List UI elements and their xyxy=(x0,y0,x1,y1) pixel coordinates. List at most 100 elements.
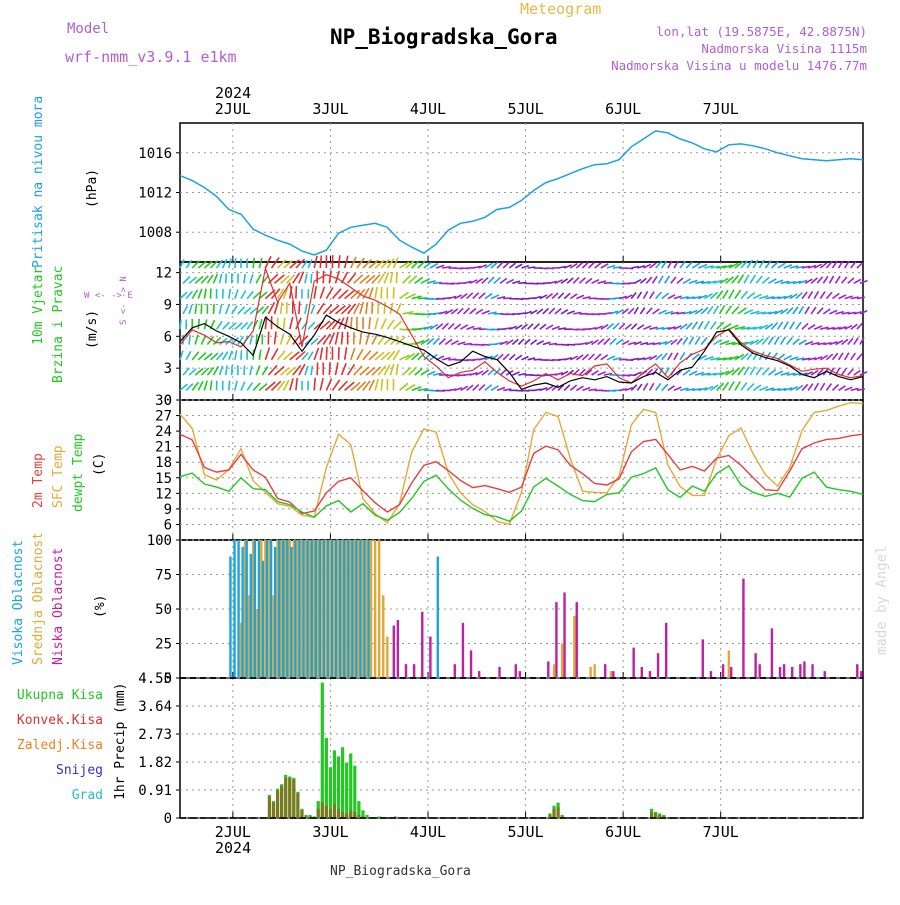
y-tick-label: 12 xyxy=(155,486,172,502)
pressure-unit: (hPa) xyxy=(85,169,100,208)
cloud-mid-bar xyxy=(593,664,595,678)
wind-ylabel-1: 10m Vjetar xyxy=(31,267,46,345)
cloud-low-bar xyxy=(632,648,634,678)
cloud-low-bar xyxy=(397,620,399,678)
pressure-ylabel: Pritisak na nivou mora xyxy=(31,96,46,268)
y-tick-label: 21 xyxy=(155,440,172,456)
precip-conv-bar xyxy=(292,780,295,818)
cloud-low-bar xyxy=(771,628,773,678)
wind-arrow xyxy=(342,332,343,345)
y-tick-label: 100 xyxy=(147,533,172,549)
precip-conv-bar xyxy=(333,804,336,818)
cloud-low-bar xyxy=(742,579,744,678)
precip-conv-bar xyxy=(341,812,344,818)
precip-conv-bar xyxy=(268,796,271,818)
temp-dewpt-label: dewpt Temp xyxy=(71,434,86,512)
lonlat-label: lon,lat (19.5875E, 42.8875N) xyxy=(656,24,867,39)
cloud-mid-bar xyxy=(386,637,388,678)
precip-total-bar xyxy=(349,753,352,818)
cloud-low-bar xyxy=(702,639,704,678)
cloud-high-bar xyxy=(286,540,288,678)
wind-arrow xyxy=(244,366,245,375)
y-tick-label: 15 xyxy=(155,471,172,487)
cloud-low-bar xyxy=(405,664,407,678)
cloud-high-bar xyxy=(359,540,361,678)
cloud-high-bar xyxy=(347,540,349,678)
wind-arrow xyxy=(384,302,385,314)
wind-arrow xyxy=(320,255,321,268)
legend-hail: Grad xyxy=(72,788,103,803)
cloud-high-bar xyxy=(282,540,284,678)
cloud-low-bar xyxy=(641,667,643,678)
y-tick-label: 30 xyxy=(155,393,172,409)
y-tick-label: 25 xyxy=(155,637,172,653)
y-tick-label: 4.55 xyxy=(138,671,172,687)
cloud-low-bar xyxy=(604,664,606,678)
precip-total-bar xyxy=(321,683,324,818)
cloud-high-bar xyxy=(262,561,264,678)
cloud-high-bar xyxy=(327,540,329,678)
cloud-high-bar xyxy=(237,540,239,678)
wind-arrow xyxy=(284,318,285,330)
cloud-low-bar xyxy=(649,671,651,678)
cloud-high-bar xyxy=(351,540,353,678)
cloud-high-bar xyxy=(343,540,345,678)
cloud-high-bar xyxy=(319,540,321,678)
temp-2m-label: 2m Temp xyxy=(31,453,46,508)
cloud-low-bar xyxy=(563,592,565,678)
precip-conv-bar xyxy=(284,778,287,818)
precip-conv-bar xyxy=(280,786,283,818)
cloud-low-bar xyxy=(803,661,805,678)
legend-frz: Zaledj.Kisa xyxy=(17,738,103,753)
cloud-high-bar xyxy=(233,540,235,678)
cloud-high-bar xyxy=(246,540,248,678)
y-tick-label: 1016 xyxy=(138,146,172,162)
cloud-low-bar xyxy=(470,650,472,678)
precip-conv-bar xyxy=(552,809,555,818)
top-day-label: 2JUL xyxy=(215,100,251,118)
cloud-high-bar xyxy=(274,547,276,678)
model-elevation-label: Nadmorska Visina u modelu 1476.77m xyxy=(611,58,867,73)
precip-conv-bar xyxy=(296,793,299,818)
cloud-low-bar xyxy=(811,664,813,678)
temp-sfc-label: SFC Temp xyxy=(51,445,66,508)
cloud-low-bar xyxy=(824,671,826,678)
bottom-year-label: 2024 xyxy=(215,839,251,857)
bottom-day-label: 4JUL xyxy=(410,823,446,841)
cloud-low-bar xyxy=(856,664,858,678)
cloud-low-bar xyxy=(730,667,732,678)
wind-arrow xyxy=(393,287,394,298)
cloud-high-bar xyxy=(241,547,243,678)
wind-arrow xyxy=(213,304,214,314)
precip-total-bar xyxy=(341,747,344,818)
y-tick-label: 3 xyxy=(164,361,172,377)
temp-unit: (C) xyxy=(92,453,107,476)
wind-arrow xyxy=(180,320,181,330)
legend-conv: Konvek.Kisa xyxy=(17,713,103,728)
wind-arrow xyxy=(396,272,397,283)
cloud-high-bar xyxy=(355,540,357,678)
precip-conv-bar xyxy=(321,803,324,818)
precip-conv-bar xyxy=(288,778,291,818)
cloud-high-label: Visoka Oblacnost xyxy=(11,540,26,665)
cloud-high-bar xyxy=(315,540,317,678)
cloud-high-bar xyxy=(266,540,268,678)
cloud-mid-bar xyxy=(589,667,591,678)
cloud-low-bar xyxy=(791,667,793,678)
cloud-high-bar xyxy=(339,540,341,678)
y-tick-label: 0.91 xyxy=(138,783,172,799)
cloud-low-bar xyxy=(429,637,431,678)
cloud-high-bar xyxy=(311,540,313,678)
cloud-high-bar xyxy=(229,557,231,678)
wind-arrow xyxy=(229,381,230,391)
cloud-low-bar xyxy=(710,671,712,678)
top-day-label: 3JUL xyxy=(312,100,348,118)
y-tick-label: 2.73 xyxy=(138,727,172,743)
cloud-high-bar xyxy=(258,540,260,678)
cloud-high-bar xyxy=(294,540,296,678)
cloud-low-bar xyxy=(421,612,423,678)
meteogram-title: Meteogram xyxy=(520,0,601,18)
cloud-high-bar xyxy=(270,540,272,678)
